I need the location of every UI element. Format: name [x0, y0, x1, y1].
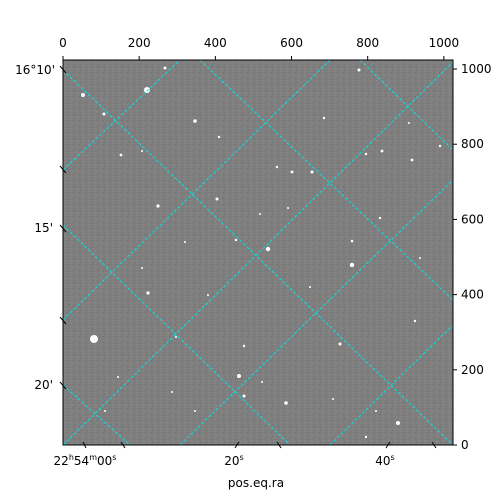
- ra-tick-mark: [82, 441, 87, 449]
- star: [322, 116, 326, 120]
- grid-line: [63, 60, 331, 321]
- star: [119, 153, 123, 157]
- ra-tick-label-20s: 20s: [224, 453, 243, 468]
- dec-tick-mark: [59, 165, 67, 174]
- star: [396, 421, 400, 425]
- star: [90, 335, 98, 343]
- star: [242, 394, 246, 398]
- star: [338, 342, 342, 346]
- star: [102, 112, 106, 116]
- star: [349, 262, 355, 268]
- star: [378, 216, 382, 220]
- dec-tick-label-15: 15': [34, 221, 53, 235]
- dec-tick-label-20: 20': [34, 378, 53, 392]
- star: [156, 204, 160, 208]
- star: [141, 267, 143, 269]
- grid-line: [179, 179, 453, 445]
- star: [413, 319, 417, 323]
- star: [375, 410, 377, 412]
- coordinate-grid: [63, 60, 453, 445]
- right-tick-label: 600: [461, 212, 484, 226]
- star: [234, 238, 238, 242]
- star: [146, 291, 150, 295]
- star: [261, 381, 263, 383]
- dec-tick-mark: [59, 224, 67, 233]
- star: [184, 241, 186, 243]
- top-tick-label: 400: [204, 36, 227, 50]
- star: [217, 135, 221, 139]
- right-tick-label: 800: [461, 137, 484, 151]
- star: [438, 144, 442, 148]
- ra-tick-label-40s: 40s: [375, 453, 394, 468]
- right-tick-label: 200: [461, 363, 484, 377]
- star: [175, 336, 177, 338]
- star: [81, 93, 85, 97]
- dec-tick-mark: [59, 65, 67, 74]
- star: [163, 66, 167, 70]
- top-tick-label: 200: [128, 36, 151, 50]
- star: [364, 435, 368, 439]
- dec-tick-mark: [59, 381, 67, 390]
- grid-line: [199, 60, 453, 301]
- ra-tick-mark: [385, 441, 391, 449]
- grid-line: [63, 60, 181, 171]
- ra-tick-label-54m00s: 22h54m00s: [54, 453, 117, 468]
- star: [265, 246, 271, 252]
- ra-tick-labels: 22h54m00s 20s 40s: [54, 441, 437, 468]
- right-tick-label: 0: [461, 438, 469, 452]
- star: [259, 213, 261, 215]
- star: [144, 87, 150, 93]
- top-pixel-axis: 0 200 400 600 800 1000: [59, 36, 459, 60]
- right-tick-label: 1000: [461, 62, 492, 76]
- star: [287, 207, 289, 209]
- right-tick-label: 400: [461, 288, 484, 302]
- star: [171, 391, 173, 393]
- star: [380, 149, 384, 153]
- grid-line: [359, 60, 453, 151]
- star: [364, 152, 368, 156]
- star: [332, 398, 334, 400]
- dec-tick-label-10: 16°10': [15, 63, 55, 77]
- star: [104, 410, 106, 412]
- top-tick-label: 1000: [429, 36, 460, 50]
- star: [275, 165, 279, 169]
- x-axis-title: pos.eq.ra: [228, 476, 284, 490]
- grid-line: [63, 69, 453, 445]
- star: [242, 344, 246, 348]
- star-field: [81, 66, 442, 439]
- star: [410, 158, 414, 162]
- star: [290, 170, 294, 174]
- grid-line: [63, 224, 291, 445]
- star: [237, 374, 241, 378]
- star: [408, 122, 410, 124]
- top-tick-label: 800: [356, 36, 379, 50]
- grid-line: [63, 61, 453, 445]
- top-tick-label: 600: [280, 36, 303, 50]
- star: [215, 197, 219, 201]
- star: [194, 410, 196, 412]
- star: [357, 68, 361, 72]
- dec-tick-mark: [59, 316, 67, 325]
- star: [350, 239, 354, 243]
- star: [141, 150, 143, 152]
- star: [309, 286, 311, 288]
- ra-tick-mark: [431, 441, 437, 449]
- plot-frame: [62, 59, 454, 446]
- ra-tick-mark: [276, 441, 282, 449]
- right-pixel-axis: 0 200 400 600 800 1000: [453, 62, 492, 452]
- star: [284, 401, 288, 405]
- ra-tick-mark: [120, 441, 126, 449]
- star: [207, 294, 209, 296]
- star: [193, 119, 197, 123]
- star: [419, 257, 421, 259]
- grid-line: [329, 324, 453, 445]
- ra-tick-mark: [234, 441, 240, 449]
- star: [310, 170, 314, 174]
- top-tick-label: 0: [59, 36, 67, 50]
- dec-tick-labels: 16°10' 15' 20': [15, 63, 67, 392]
- star: [117, 376, 119, 378]
